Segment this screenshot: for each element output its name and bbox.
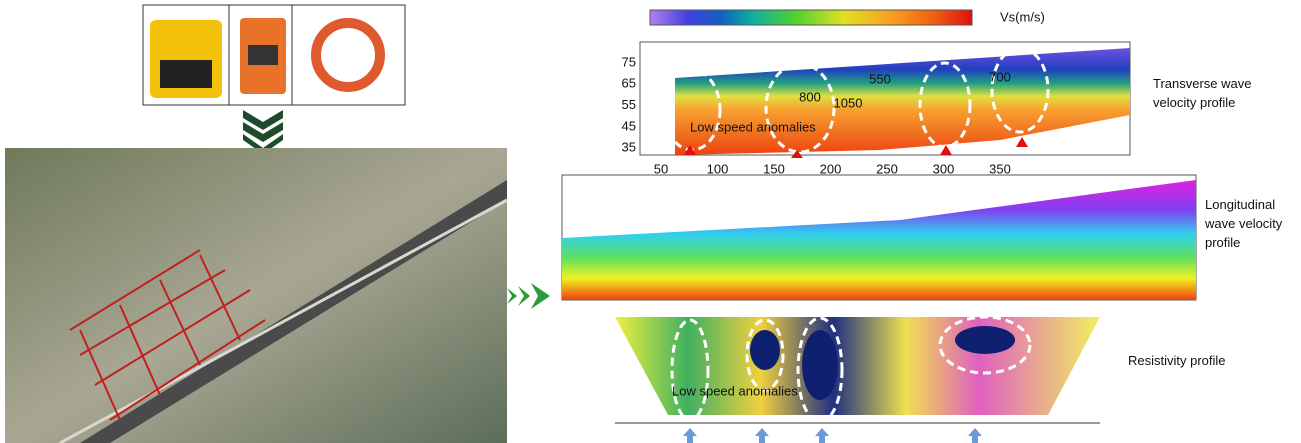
colorbar xyxy=(650,10,972,25)
y-tick-label: 65 xyxy=(622,76,636,91)
y-tick-label: 75 xyxy=(622,54,636,69)
contour-label: 800 xyxy=(799,89,821,104)
contour-label: 550 xyxy=(869,71,891,86)
figure: Vs(m/s) Low speed anomalies Low speed an… xyxy=(0,0,1301,443)
contour-label: 700 xyxy=(989,69,1011,84)
transverse-annotation: Low speed anomalies xyxy=(690,119,816,134)
longitudinal-label: Longitudinal wave velocity profile xyxy=(1205,195,1300,252)
x-tick-label: 200 xyxy=(820,161,842,176)
down-arrows xyxy=(243,110,283,154)
contour-label: 1050 xyxy=(834,95,863,110)
y-tick-label: 35 xyxy=(622,140,636,155)
y-tick-label: 45 xyxy=(622,118,636,133)
y-tick-label: 55 xyxy=(622,97,636,112)
equipment xyxy=(143,5,405,105)
x-tick-label: 250 xyxy=(876,161,898,176)
right-arrows xyxy=(507,283,550,309)
legend-label: Vs(m/s) xyxy=(1000,9,1045,24)
longitudinal-profile xyxy=(562,175,1196,300)
resistivity-profile xyxy=(615,317,1100,443)
x-tick-label: 150 xyxy=(763,161,785,176)
x-tick-label: 350 xyxy=(989,161,1011,176)
transverse-label: Transverse wave velocity profile xyxy=(1153,74,1283,112)
resistivity-annotation: Low speed anomalies xyxy=(672,383,798,398)
x-tick-label: 300 xyxy=(933,161,955,176)
page: Vs(m/s) Low speed anomalies Low speed an… xyxy=(0,0,1301,443)
satellite-map xyxy=(5,148,507,443)
transverse-profile xyxy=(640,42,1130,158)
x-tick-label: 50 xyxy=(654,161,668,176)
resistivity-label: Resistivity profile xyxy=(1128,351,1268,370)
x-tick-label: 100 xyxy=(707,161,729,176)
